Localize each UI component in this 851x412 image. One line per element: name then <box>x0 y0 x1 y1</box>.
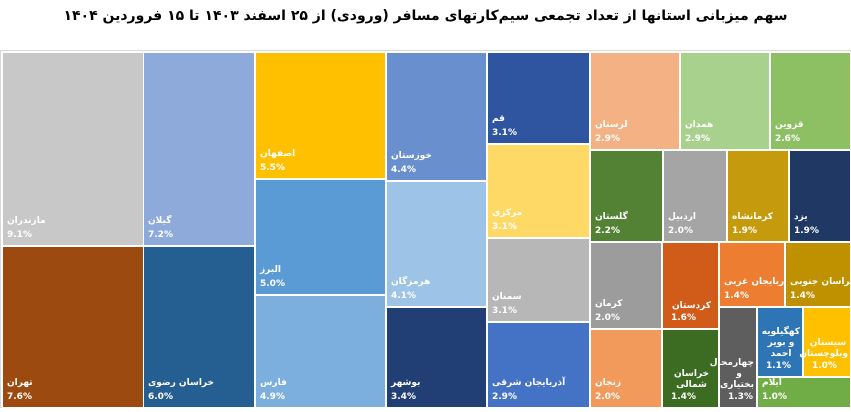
tile-label: قزوین <box>775 120 804 130</box>
treemap-tile: مازندران 9.1% <box>2 52 145 246</box>
tile-label: مرکزی <box>492 208 523 218</box>
treemap-tile: گلستان 2.2% <box>590 150 663 242</box>
treemap-tile: بوشهر 3.4% <box>386 307 487 408</box>
treemap-tile: فارس 4.9% <box>255 295 386 408</box>
tile-label: آذربایجان شرقی <box>492 378 566 388</box>
tile-label: لرستان <box>595 120 628 130</box>
tile-value: 4.4% <box>391 165 416 175</box>
tile-label: کرمانشاه <box>732 212 774 222</box>
tile-label: خوزستان <box>391 151 432 161</box>
tile-label: خراسان جنوبی <box>790 277 851 287</box>
treemap-tile: چهارمحال و بختیاری 1.3% <box>709 307 757 408</box>
treemap-tile: قم 3.1% <box>487 52 590 144</box>
tile-label: ایلام <box>762 378 782 388</box>
tile-value: 3.1% <box>492 222 517 232</box>
treemap-tile: کردستان 1.6% <box>662 242 719 329</box>
tile-value: 2.6% <box>775 134 800 144</box>
tile-label: چهارمحال و بختیاری <box>709 358 754 390</box>
tile-value: 5.0% <box>260 279 285 289</box>
tile-value: 1.9% <box>732 226 757 236</box>
tile-value: 1.6% <box>671 313 696 323</box>
treemap-tile: سمنان 3.1% <box>487 238 590 322</box>
tile-label: سیستان وبلوچستان <box>799 338 848 359</box>
treemap-tile: مرکزی 3.1% <box>487 144 590 238</box>
tile-value: 7.6% <box>7 392 32 402</box>
tile-label: کهگیلویه و بویر احمد <box>761 327 800 359</box>
tile-label: اصفهان <box>260 149 296 159</box>
tile-label: گیلان <box>148 216 172 226</box>
tile-label: آذربایجان غربی <box>724 277 792 287</box>
tile-value: 5.5% <box>260 163 285 173</box>
tile-value: 2.9% <box>492 392 517 402</box>
tile-value: 2.2% <box>595 226 620 236</box>
treemap-tile: قزوین 2.6% <box>770 52 851 150</box>
tile-value: 2.0% <box>595 313 620 323</box>
tile-label: سمنان <box>492 292 522 302</box>
tile-label: خراسان رضوی <box>148 378 214 388</box>
treemap-tile: اردبیل 2.0% <box>663 150 727 242</box>
tile-value: 1.3% <box>728 392 753 402</box>
tile-value: 1.0% <box>762 392 787 402</box>
treemap-tile: خراسان جنوبی 1.4% <box>785 242 851 307</box>
tile-label: کرمان <box>595 299 623 309</box>
treemap-tile: خراسان شمالی 1.4% <box>662 329 719 408</box>
treemap-tile: کرمان 2.0% <box>590 242 662 329</box>
tile-label: قم <box>492 114 505 124</box>
tile-label: یزد <box>794 212 808 222</box>
treemap-tile: آذربایجان شرقی 2.9% <box>487 322 590 408</box>
treemap-tile: گیلان 7.2% <box>143 52 255 246</box>
treemap-tile: اصفهان 5.5% <box>255 52 386 179</box>
tile-value: 7.2% <box>148 230 173 240</box>
tile-label: هرمزگان <box>391 277 431 287</box>
treemap-tile: هرمزگان 4.1% <box>386 181 487 307</box>
treemap-tile: همدان 2.9% <box>680 52 770 150</box>
tile-value: 3.4% <box>391 392 416 402</box>
treemap-tile: کرمانشاه 1.9% <box>727 150 789 242</box>
treemap-tile: سیستان وبلوچستان 1.0% <box>799 307 851 377</box>
treemap-tile: لرستان 2.9% <box>590 52 680 150</box>
treemap-tile: خوزستان 4.4% <box>386 52 487 181</box>
tile-label: تهران <box>7 378 33 388</box>
tile-label: مازندران <box>7 216 46 226</box>
tile-value: 9.1% <box>7 230 32 240</box>
tile-label: کردستان <box>671 301 712 311</box>
treemap-tile: ایلام 1.0% <box>757 377 851 408</box>
tile-value: 3.1% <box>492 306 517 316</box>
chart-title: سهم میزبانی استانها از تعداد تجمعی سیم‌ک… <box>63 8 788 24</box>
tile-label: زنجان <box>595 378 622 388</box>
tile-label: خراسان شمالی <box>673 369 710 390</box>
tile-value: 2.0% <box>668 226 693 236</box>
tile-label: فارس <box>260 378 287 388</box>
tile-value: 4.1% <box>391 291 416 301</box>
tile-label: گلستان <box>595 212 628 222</box>
treemap-tile: تهران 7.6% <box>2 246 145 408</box>
tile-value: 1.1% <box>766 361 791 371</box>
tile-value: 1.4% <box>671 392 696 402</box>
tile-value: 1.0% <box>812 361 837 371</box>
tile-label: بوشهر <box>391 378 421 388</box>
tile-label: البرز <box>260 265 281 275</box>
tile-value: 2.9% <box>595 134 620 144</box>
tile-value: 3.1% <box>492 128 517 138</box>
tile-label: اردبیل <box>668 212 696 222</box>
tile-value: 1.9% <box>794 226 819 236</box>
treemap-tile: خراسان رضوی 6.0% <box>143 246 255 408</box>
treemap-tile: یزد 1.9% <box>789 150 851 242</box>
tile-value: 4.9% <box>260 392 285 402</box>
treemap-tile: آذربایجان غربی 1.4% <box>719 242 792 307</box>
tile-value: 6.0% <box>148 392 173 402</box>
treemap-tile: زنجان 2.0% <box>590 329 662 408</box>
tile-value: 1.4% <box>790 291 815 301</box>
treemap-tile: کهگیلویه و بویر احمد 1.1% <box>757 307 803 377</box>
tile-value: 1.4% <box>724 291 749 301</box>
tile-value: 2.0% <box>595 392 620 402</box>
treemap-tile: البرز 5.0% <box>255 179 386 295</box>
tile-label: همدان <box>685 120 714 130</box>
tile-value: 2.9% <box>685 134 710 144</box>
